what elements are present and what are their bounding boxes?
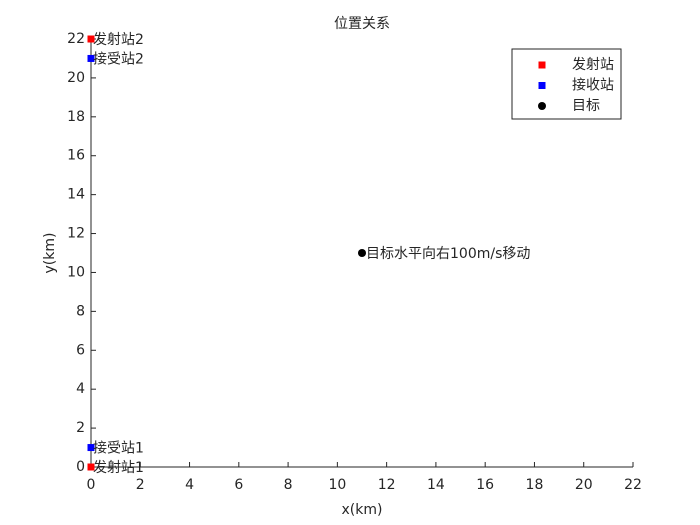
legend-label: 发射站 xyxy=(572,57,614,73)
x-tick-label: 18 xyxy=(526,477,544,493)
x-tick-label: 20 xyxy=(575,477,593,493)
marker xyxy=(538,82,546,89)
legend-label: 接收站 xyxy=(572,77,614,94)
legend-label: 目标 xyxy=(572,98,600,114)
y-tick-label: 18 xyxy=(67,109,85,125)
x-axis-label: x(km) xyxy=(342,502,383,518)
marker xyxy=(87,463,95,471)
marker xyxy=(87,35,95,43)
marker xyxy=(358,249,366,257)
x-tick-label: 2 xyxy=(136,477,145,493)
y-axis-label: y(km) xyxy=(42,233,58,274)
y-tick-label: 14 xyxy=(67,187,85,203)
point-label: 接受站1 xyxy=(93,440,144,457)
point-label: 发射站2 xyxy=(93,32,144,48)
y-tick-label: 20 xyxy=(67,70,85,86)
y-tick-label: 16 xyxy=(67,148,85,164)
y-tick-label: 10 xyxy=(67,264,85,280)
y-tick-label: 4 xyxy=(76,381,85,397)
x-tick-label: 22 xyxy=(624,477,642,493)
point-label: 接受站2 xyxy=(93,50,144,67)
point-label: 目标水平向右100m/s移动 xyxy=(366,246,530,262)
marker xyxy=(87,444,95,452)
x-tick-label: 8 xyxy=(284,477,293,493)
x-tick-label: 10 xyxy=(328,477,346,493)
y-tick-label: 2 xyxy=(76,420,85,436)
point-label: 发射站1 xyxy=(93,460,144,476)
x-tick-label: 6 xyxy=(234,477,243,493)
y-tick-label: 0 xyxy=(76,459,85,475)
y-tick-label: 6 xyxy=(76,342,85,358)
legend-box xyxy=(511,48,622,120)
x-tick-label: 12 xyxy=(378,477,396,493)
x-tick-label: 14 xyxy=(427,477,445,493)
x-tick-label: 4 xyxy=(185,477,194,493)
x-tick-label: 0 xyxy=(87,477,96,493)
x-tick-label: 16 xyxy=(476,477,494,493)
chart-title: 位置关系 xyxy=(334,16,390,32)
y-tick-label: 12 xyxy=(67,226,85,242)
marker xyxy=(538,102,546,110)
marker xyxy=(87,54,95,62)
y-tick-label: 8 xyxy=(76,303,85,319)
y-tick-label: 22 xyxy=(67,31,85,47)
marker xyxy=(538,61,546,69)
